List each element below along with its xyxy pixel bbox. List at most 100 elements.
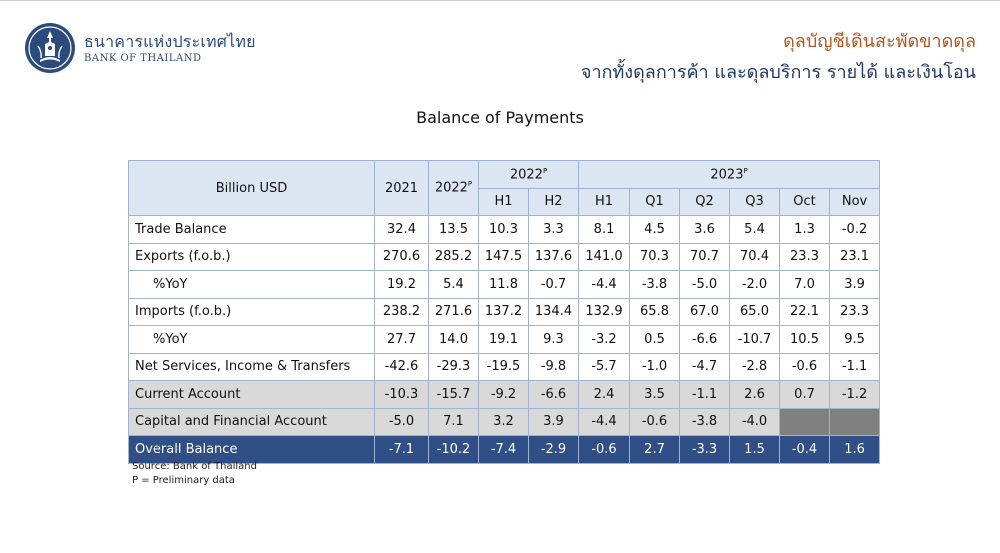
table-cell: -0.2	[829, 215, 881, 244]
header-2023-h1: H1	[578, 187, 631, 216]
row-label: Net Services, Income & Transfers	[128, 352, 375, 381]
table-cell: 2.7	[629, 435, 681, 464]
table-cell: 23.1	[829, 242, 881, 271]
table-cell: 137.6	[527, 242, 580, 271]
table-row-trade-balance: Trade Balance 32.4 13.5 10.3 3.3 8.1 4.5…	[128, 215, 881, 244]
table-row-current-account: Current Account -10.3 -15.7 -9.2 -6.6 2.…	[128, 380, 881, 409]
balance-of-payments-table: Billion USD 2021 2022P 2022P 2023P H1 H2…	[128, 160, 881, 464]
table-cell: 67.0	[679, 297, 731, 326]
prelim-mark: P	[467, 180, 473, 189]
table-cell: -4.4	[578, 407, 631, 436]
table-cell: 3.5	[629, 380, 681, 409]
table-cell: 271.6	[428, 297, 479, 326]
table-cell: 27.7	[374, 325, 429, 354]
table-cell: -4.4	[578, 270, 631, 299]
table-cell: 9.5	[829, 325, 881, 354]
table-cell: 7.0	[779, 270, 831, 299]
row-label: Overall Balance	[128, 435, 375, 464]
header-2023-q2: Q2	[679, 187, 731, 216]
prelim-mark: P	[743, 166, 748, 175]
table-header-row-2: H1 H2 H1 Q1 Q2 Q3 Oct Nov	[129, 187, 881, 216]
table-cell: -7.4	[478, 435, 529, 464]
table-cell: 3.9	[527, 407, 580, 436]
table-cell: -6.6	[679, 325, 731, 354]
table-row-overall-balance: Overall Balance -7.1 -10.2 -7.4 -2.9 -0.…	[128, 435, 881, 464]
table-cell: 70.4	[729, 242, 781, 271]
header-2022-h1: H1	[478, 187, 529, 216]
row-label: %YoY	[128, 270, 375, 299]
bank-seal-icon	[25, 23, 75, 73]
table-cell: 23.3	[829, 297, 881, 326]
table-cell: -1.1	[679, 380, 731, 409]
table-cell: -42.6	[374, 352, 429, 381]
header-2022-h2: H2	[527, 187, 580, 216]
preliminary-note: P = Preliminary data	[132, 475, 235, 486]
table-cell: -1.2	[829, 380, 881, 409]
heading-line-2: จากทั้งดุลการค้า และดุลบริการ รายได้ และ…	[580, 62, 976, 83]
footnotes: Source: Bank of Thailand P = Preliminary…	[132, 460, 257, 488]
table-cell: 0.5	[629, 325, 681, 354]
table-title: Balance of Payments	[416, 108, 584, 127]
table-cell: 7.1	[428, 407, 479, 436]
prelim-mark: P	[542, 166, 548, 175]
table-cell: -2.9	[527, 435, 580, 464]
table-cell: -9.2	[478, 380, 529, 409]
bank-logo: ธนาคารแห่งประเทศไทย BANK OF THAILAND	[24, 22, 256, 74]
table-cell: -0.4	[779, 435, 831, 464]
row-label: Trade Balance	[128, 215, 375, 244]
table-cell: 285.2	[428, 242, 479, 271]
table-cell: -19.5	[478, 352, 529, 381]
table-cell: -15.7	[428, 380, 479, 409]
table-cell: 270.6	[374, 242, 429, 271]
table-cell: -0.6	[779, 352, 831, 381]
table-cell: -3.3	[679, 435, 731, 464]
table-cell: 22.1	[779, 297, 831, 326]
table-cell: 10.5	[779, 325, 831, 354]
header-2023-q3: Q3	[729, 187, 781, 216]
table-cell: 1.5	[729, 435, 781, 464]
row-label: Capital and Financial Account	[128, 407, 375, 436]
heading-line-1: ดุลบัญชีเดินสะพัดขาดดุล	[783, 31, 976, 52]
header-2023-oct: Oct	[779, 187, 831, 216]
table-cell-unavailable	[829, 407, 881, 436]
table-cell: 132.9	[578, 297, 631, 326]
table-cell: -5.0	[374, 407, 429, 436]
table-cell: 13.5	[428, 215, 479, 244]
table-cell: 14.0	[428, 325, 479, 354]
table-cell: 3.9	[829, 270, 881, 299]
table-cell: -6.6	[527, 380, 580, 409]
source-note: Source: Bank of Thailand	[132, 461, 257, 472]
table-cell: -10.2	[428, 435, 479, 464]
row-label: Current Account	[128, 380, 375, 409]
table-cell: 9.3	[527, 325, 580, 354]
table-cell: 238.2	[374, 297, 429, 326]
slide-heading: ดุลบัญชีเดินสะพัดขาดดุล จากทั้งดุลการค้า…	[581, 30, 976, 86]
table-cell: -0.7	[527, 270, 580, 299]
table-cell: 19.2	[374, 270, 429, 299]
table-cell: -7.1	[374, 435, 429, 464]
table-cell: -10.3	[374, 380, 429, 409]
table-cell: 147.5	[478, 242, 529, 271]
table-cell: -3.8	[629, 270, 681, 299]
table-cell: 70.3	[629, 242, 681, 271]
table-cell: 23.3	[779, 242, 831, 271]
logo-text: ธนาคารแห่งประเทศไทย BANK OF THAILAND	[84, 32, 256, 64]
table-cell: 65.0	[729, 297, 781, 326]
table-cell: -29.3	[428, 352, 479, 381]
table-cell: -10.7	[729, 325, 781, 354]
header-2021: 2021	[374, 160, 429, 216]
table-cell: 2.4	[578, 380, 631, 409]
table-row-net-services: Net Services, Income & Transfers -42.6 -…	[128, 352, 881, 381]
table-cell: -1.0	[629, 352, 681, 381]
table-cell: -5.0	[679, 270, 731, 299]
table-row-imports-yoy: %YoY 27.7 14.0 19.1 9.3 -3.2 0.5 -6.6 -1…	[128, 325, 881, 354]
table-cell: -3.2	[578, 325, 631, 354]
table-cell: 1.6	[829, 435, 881, 464]
table-cell: 137.2	[478, 297, 529, 326]
table-cell: 11.8	[478, 270, 529, 299]
table-cell: -2.8	[729, 352, 781, 381]
table-cell: 3.3	[527, 215, 580, 244]
header-2023-group: 2023P	[578, 160, 881, 189]
table-cell: 5.4	[729, 215, 781, 244]
table-row-exports-yoy: %YoY 19.2 5.4 11.8 -0.7 -4.4 -3.8 -5.0 -…	[128, 270, 881, 299]
